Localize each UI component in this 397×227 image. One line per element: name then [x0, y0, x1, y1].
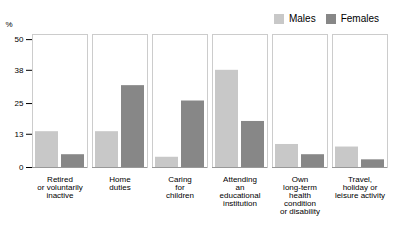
svg-text:25: 25 [15, 99, 24, 108]
svg-text:Travel,holiday orleisure activ: Travel,holiday orleisure activity [335, 175, 385, 200]
svg-text:Retiredor voluntarilyinactive: Retiredor voluntarilyinactive [37, 175, 82, 200]
svg-text:Attendinganeducationalinstitut: Attendinganeducationalinstitution [220, 175, 261, 208]
svg-text:%: % [6, 20, 13, 29]
svg-text:Ownlong-termhealthconditionor: Ownlong-termhealthconditionor disability [280, 175, 320, 216]
html-text:Females: Females [340, 13, 379, 24]
svg-text:Caringforchildren: Caringforchildren [166, 175, 194, 200]
svg-text:13: 13 [15, 130, 24, 139]
html-text:Males: Males [289, 13, 316, 24]
svg-text:0: 0 [19, 163, 24, 172]
svg-text:38: 38 [15, 66, 24, 75]
svg-text:Homeduties: Homeduties [109, 175, 131, 192]
svg-text:50: 50 [15, 35, 24, 44]
